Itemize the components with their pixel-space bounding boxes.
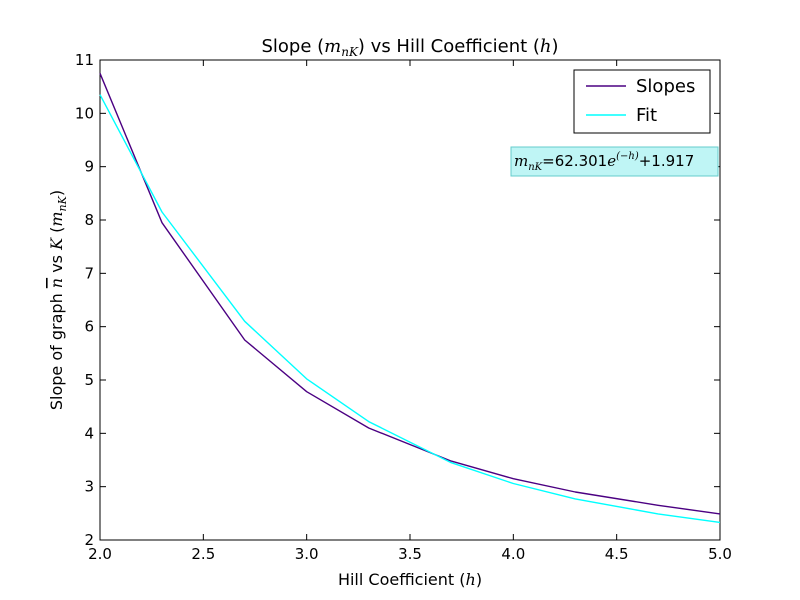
y-tick-label: 3 [84, 478, 94, 496]
y-tick-label: 10 [75, 104, 94, 122]
x-axis-label: Hill Coefficient (h) [338, 570, 482, 589]
x-tick-label: 5.0 [708, 545, 732, 563]
legend-box [573, 69, 711, 134]
y-tick-label: 8 [84, 211, 94, 229]
x-tick-label: 3.5 [398, 545, 422, 563]
chart-title: Slope (mnK) vs Hill Coefficient (h) [261, 36, 558, 59]
y-tick-label: 7 [84, 264, 94, 282]
y-tick-label: 11 [75, 51, 94, 69]
axis-ticks: 2.0 2.5 3.0 3.5 4.0 4.5 5.0 2 3 4 5 6 7 8 9 10 11 [75, 51, 732, 563]
annotation-text: mnK=62.301e(−h)+1.917 [514, 151, 694, 173]
x-tick-label: 4.0 [501, 545, 525, 563]
x-tick-label: 3.0 [295, 545, 319, 563]
y-tick-label: 2 [84, 531, 94, 549]
legend-label-fit: Fit [636, 105, 657, 126]
x-tick-label: 2.0 [88, 545, 112, 563]
y-tick-label: 5 [84, 371, 94, 389]
y-axis-label: Slope of graph n vs K (mnK) [47, 190, 69, 410]
legend-label-slopes: Slopes [636, 76, 695, 97]
y-tick-label: 9 [84, 158, 94, 176]
y-tick-label: 6 [84, 318, 94, 336]
legend: Slopes Fit [573, 69, 711, 134]
fit-annotation: mnK=62.301e(−h)+1.917 [510, 146, 719, 177]
x-tick-label: 4.5 [605, 545, 629, 563]
annotation-box [510, 146, 719, 177]
series-line-fit [99, 94, 721, 524]
y-tick-label: 4 [84, 424, 94, 442]
series-line-slopes [99, 73, 721, 515]
plot-area [99, 59, 721, 541]
series-group [99, 73, 721, 524]
x-tick-label: 2.5 [191, 545, 215, 563]
